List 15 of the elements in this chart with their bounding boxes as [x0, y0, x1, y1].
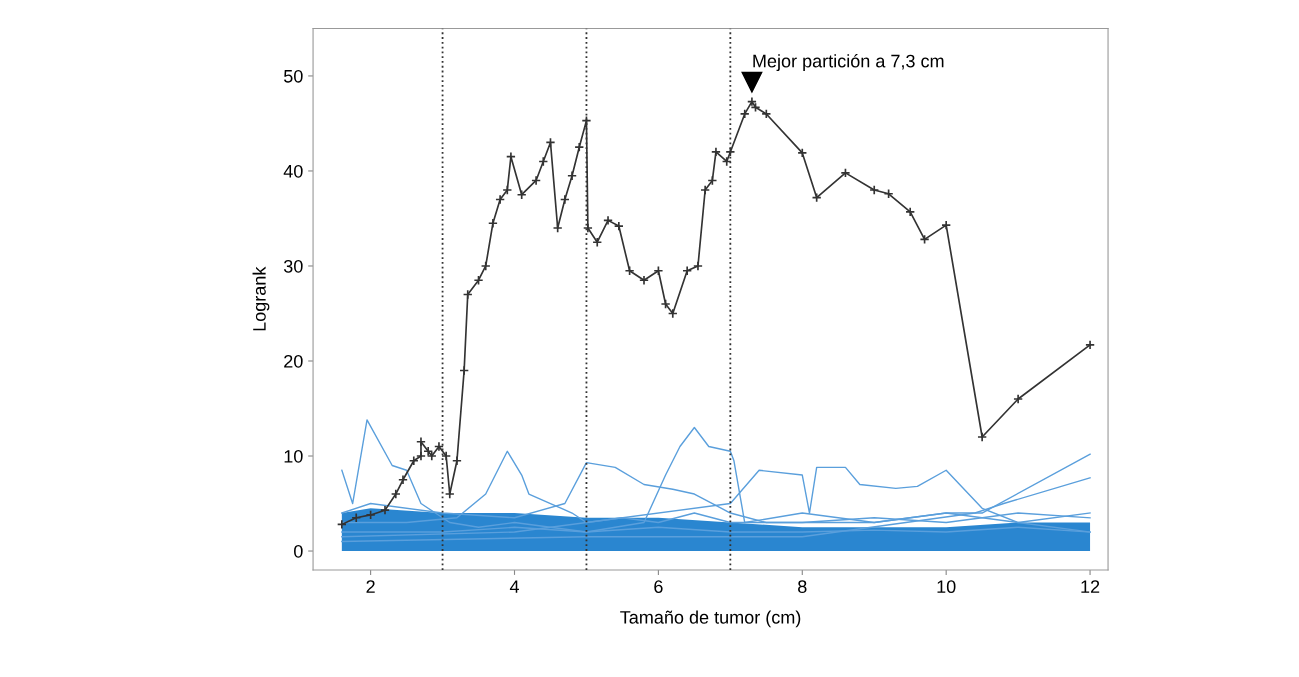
y-tick-label: 20 — [284, 354, 303, 368]
x-tick-label: 8 — [798, 580, 807, 594]
y-axis-title: Logrank — [252, 266, 270, 331]
x-tick-label: 12 — [1081, 580, 1100, 593]
x-tick-label: 10 — [937, 580, 956, 594]
x-tick-label: 4 — [509, 580, 519, 593]
y-tick-label: 0 — [294, 544, 303, 558]
y-tick-label: 10 — [284, 449, 303, 463]
x-tick-label: 2 — [366, 580, 375, 593]
x-axis-title: Tamaño de tumor (cm) — [620, 610, 801, 628]
annotation: Mejor partición a 7,3 cm — [753, 54, 944, 72]
y-tick-label: 30 — [283, 259, 303, 273]
y-tick-label: 50 — [283, 69, 303, 83]
x-tick-label: 6 — [654, 580, 663, 594]
y-tick-label: 40 — [283, 164, 303, 178]
